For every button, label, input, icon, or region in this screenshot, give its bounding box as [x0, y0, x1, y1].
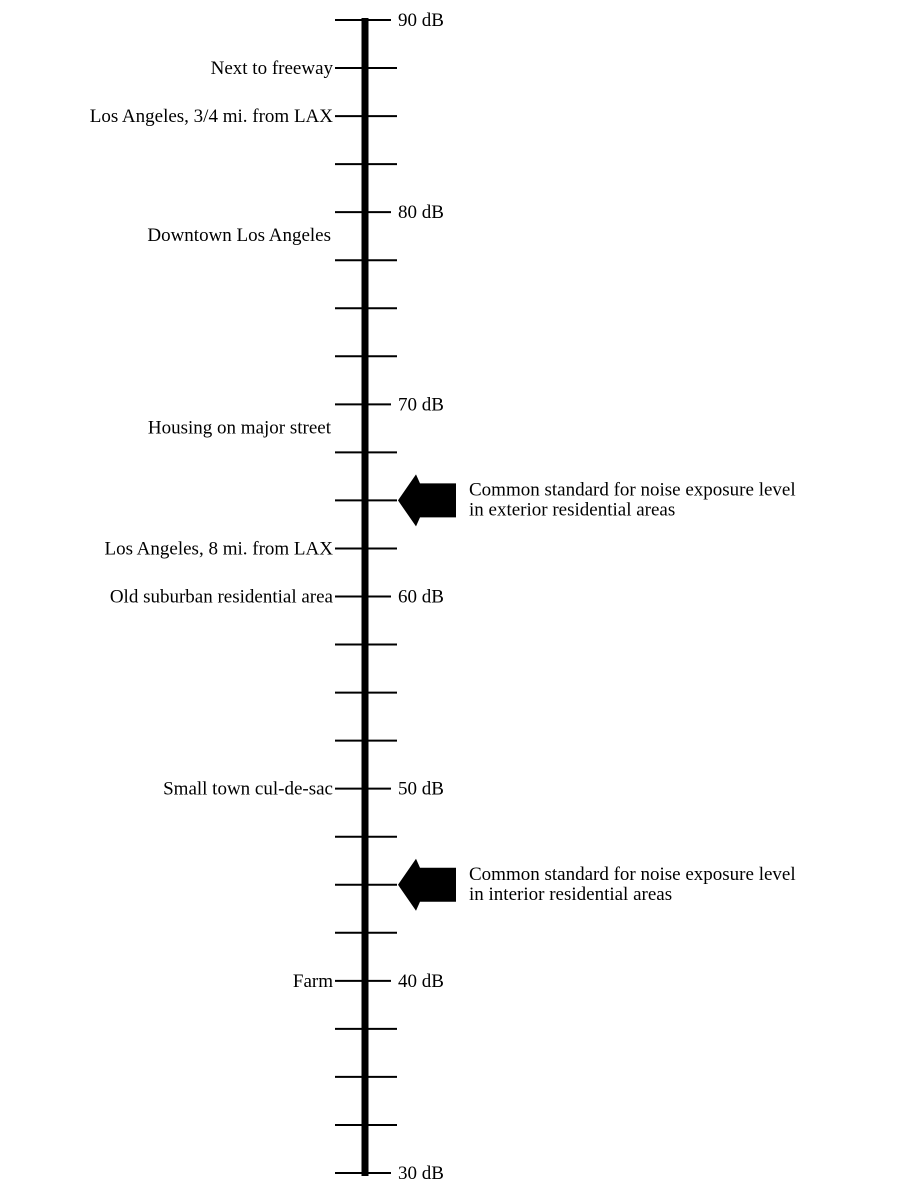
standard-note-line: Common standard for noise exposure level — [469, 864, 796, 885]
decibel-label: 30 dB — [398, 1163, 444, 1184]
decibel-label: 80 dB — [398, 202, 444, 223]
standard-note-line: in interior residential areas — [469, 884, 672, 905]
decibel-label: 90 dB — [398, 10, 444, 31]
decibel-label: 70 dB — [398, 394, 444, 415]
location-label: Housing on major street — [148, 417, 332, 438]
decibel-label: 40 dB — [398, 971, 444, 992]
location-label: Farm — [293, 971, 333, 992]
location-label: Los Angeles, 8 mi. from LAX — [104, 538, 333, 559]
decibel-label: 50 dB — [398, 779, 444, 800]
standard-note-line: in exterior residential areas — [469, 499, 675, 520]
decibel-label: 60 dB — [398, 587, 444, 608]
location-labels: Next to freeway Los Angeles, 3/4 mi. from… — [90, 58, 334, 992]
standard-note-line: Common standard for noise exposure level — [469, 479, 796, 500]
arrow-left-icon — [398, 858, 456, 911]
standard-markers: Common standard for noise exposure level… — [398, 474, 796, 911]
location-label: Old suburban residential area — [110, 587, 334, 608]
location-label: Los Angeles, 3/4 mi. from LAX — [90, 106, 334, 127]
decibel-labels: 90 dB 80 dB 70 dB 60 dB 50 dB 40 dB 30 dB — [398, 10, 444, 1184]
arrow-left-icon — [398, 474, 456, 527]
location-label: Downtown Los Angeles — [147, 225, 331, 246]
location-label: Next to freeway — [211, 58, 334, 79]
location-label: Small town cul-de-sac — [163, 779, 333, 800]
